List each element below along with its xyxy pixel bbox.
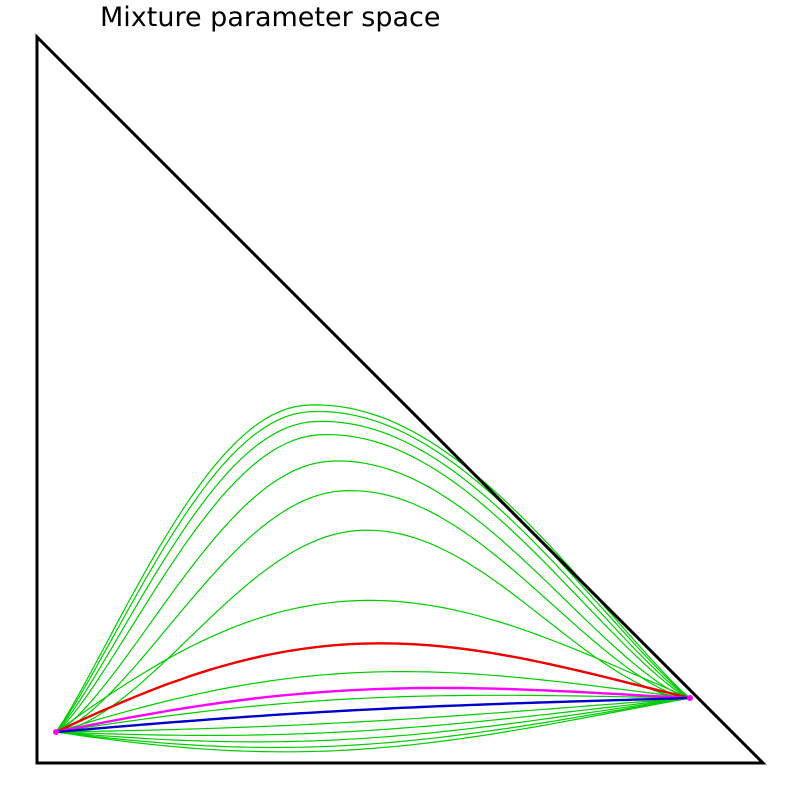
green-curve: [55, 529, 691, 733]
green-curve: [55, 410, 691, 733]
magenta-curve: [55, 686, 691, 734]
diagram-title: Mixture parameter space: [100, 2, 441, 33]
green-curve: [55, 671, 691, 733]
green-curve: [55, 694, 691, 733]
green-curve: [55, 697, 691, 736]
left-endpoint-marker: [53, 729, 59, 735]
green-curve: [55, 697, 691, 753]
red-curve: [55, 642, 691, 734]
green-curve: [55, 460, 691, 733]
right-endpoint-marker: [687, 695, 693, 701]
green-curve: [55, 599, 691, 733]
green-curve: [55, 697, 691, 749]
curve-family: [53, 404, 693, 753]
simplex-triangle: [35, 33, 767, 765]
blue-curve: [55, 696, 691, 734]
green-curve: [55, 433, 691, 733]
green-curve: [55, 697, 691, 733]
green-curve: [55, 697, 691, 743]
green-curve: [55, 489, 691, 733]
green-curve: [55, 420, 691, 733]
